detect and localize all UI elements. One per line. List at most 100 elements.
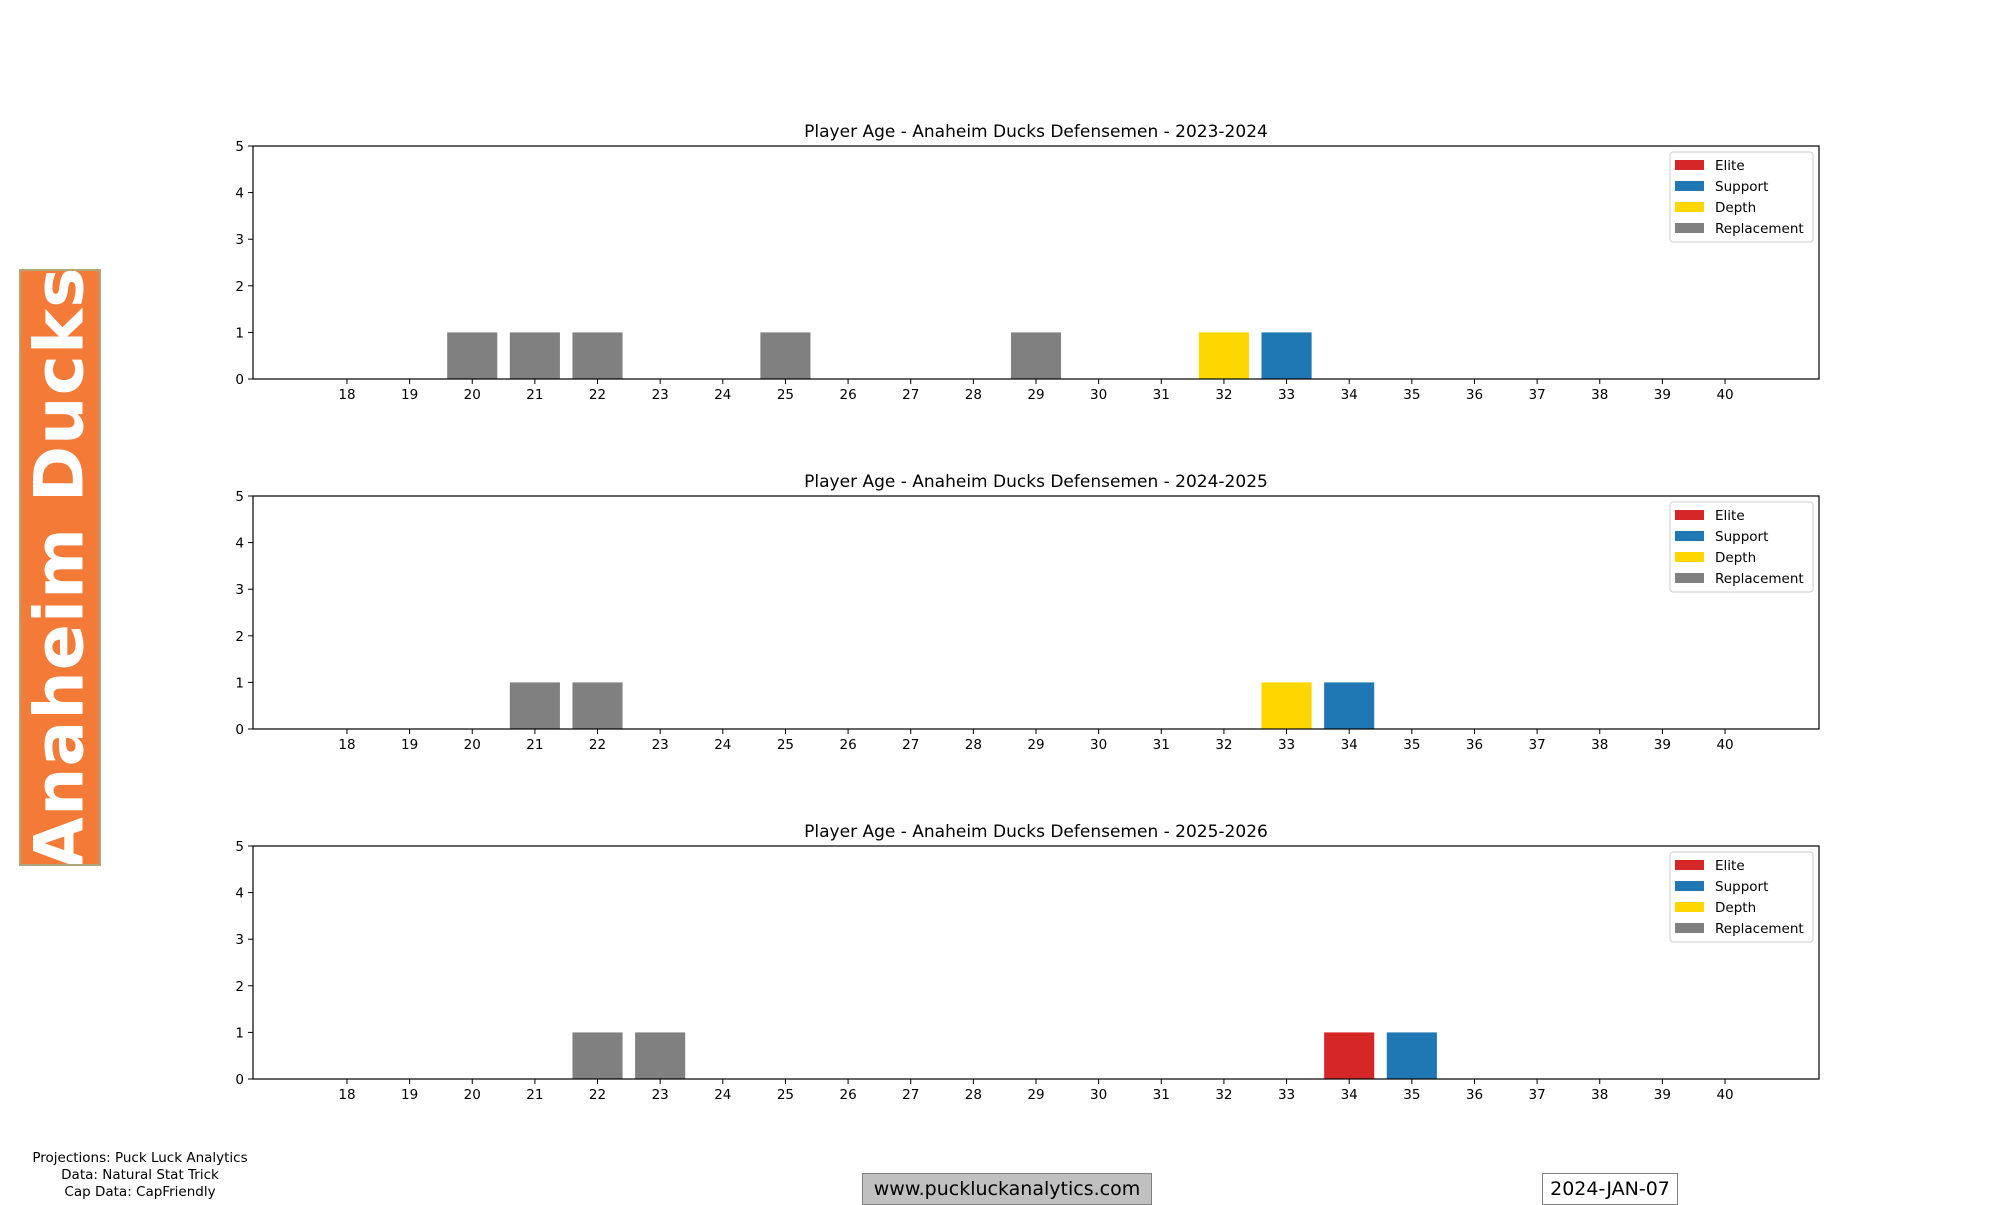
- chart-legend: Elite Support Depth Replacement: [1669, 851, 1814, 943]
- chart-title: Player Age - Anaheim Ducks Defensemen - …: [804, 822, 1268, 842]
- legend-swatch-elite: [1675, 860, 1704, 870]
- x-tick-label: 39: [1654, 737, 1671, 753]
- legend-label-elite: Elite: [1715, 158, 1745, 174]
- x-tick-label: 23: [652, 1087, 669, 1103]
- chart-legend: Elite Support Depth Replacement: [1669, 151, 1814, 243]
- legend-box: [1669, 501, 1814, 593]
- plot-frame: [252, 495, 1820, 730]
- x-tick-label: 18: [338, 737, 355, 753]
- chart-title: Player Age - Anaheim Ducks Defensemen - …: [804, 472, 1268, 492]
- legend-swatch-depth: [1675, 552, 1704, 562]
- x-tick-label: 19: [401, 737, 418, 753]
- chart-panel-1: Player Age - Anaheim Ducks Defensemen - …: [235, 122, 1820, 403]
- bar-age-25: [760, 332, 811, 379]
- bar-age-22: [572, 1032, 623, 1079]
- x-tick-label: 31: [1153, 387, 1170, 403]
- bar-age-20: [447, 332, 498, 379]
- legend-label-support: Support: [1715, 179, 1768, 195]
- x-tick-label: 30: [1090, 737, 1107, 753]
- y-tick-label: 4: [235, 886, 244, 902]
- y-tick-label: 3: [235, 932, 244, 948]
- x-tick-label: 24: [714, 1087, 731, 1103]
- y-tick-label: 5: [235, 839, 244, 855]
- legend-swatch-support: [1675, 881, 1704, 891]
- x-tick-label: 27: [902, 1087, 919, 1103]
- legend-label-elite: Elite: [1715, 508, 1745, 524]
- x-tick-label: 29: [1027, 387, 1044, 403]
- legend-swatch-support: [1675, 531, 1704, 541]
- legend-swatch-elite: [1675, 510, 1704, 520]
- x-tick-label: 38: [1591, 1087, 1608, 1103]
- legend-swatch-depth: [1675, 902, 1704, 912]
- x-tick-label: 28: [965, 737, 982, 753]
- x-tick-label: 37: [1529, 387, 1546, 403]
- x-tick-label: 31: [1153, 1087, 1170, 1103]
- bar-age-33: [1261, 332, 1312, 379]
- x-tick-label: 39: [1654, 387, 1671, 403]
- x-tick-label: 33: [1278, 1087, 1295, 1103]
- x-tick-label: 27: [902, 387, 919, 403]
- y-tick-label: 3: [235, 582, 244, 598]
- x-tick-label: 27: [902, 737, 919, 753]
- y-tick-label: 3: [235, 232, 244, 248]
- legend-swatch-replacement: [1675, 223, 1704, 233]
- y-tick-label: 0: [235, 1072, 244, 1088]
- credits-block: Projections: Puck Luck Analytics Data: N…: [20, 1150, 260, 1201]
- x-tick-label: 33: [1278, 737, 1295, 753]
- credit-cap-data: Cap Data: CapFriendly: [64, 1184, 216, 1200]
- website-link[interactable]: www.puckluckanalytics.com: [862, 1173, 1152, 1205]
- x-tick-label: 19: [401, 1087, 418, 1103]
- x-tick-label: 31: [1153, 737, 1170, 753]
- y-tick-label: 1: [235, 325, 244, 341]
- x-tick-label: 38: [1591, 387, 1608, 403]
- x-tick-label: 24: [714, 737, 731, 753]
- x-tick-label: 37: [1529, 737, 1546, 753]
- x-tick-label: 25: [777, 737, 794, 753]
- x-tick-label: 38: [1591, 737, 1608, 753]
- x-tick-label: 34: [1341, 1087, 1358, 1103]
- legend-label-support: Support: [1715, 879, 1768, 895]
- x-tick-label: 24: [714, 387, 731, 403]
- bar-age-29: [1010, 332, 1062, 379]
- x-tick-label: 20: [464, 387, 481, 403]
- bar-age-21: [509, 332, 560, 379]
- date-badge: 2024-JAN-07: [1542, 1173, 1678, 1205]
- x-tick-label: 26: [839, 737, 856, 753]
- x-tick-label: 26: [839, 1087, 856, 1103]
- x-tick-label: 35: [1403, 387, 1420, 403]
- bar-age-34: [1324, 1032, 1375, 1079]
- chart-panel-3: Player Age - Anaheim Ducks Defensemen - …: [235, 822, 1820, 1103]
- y-tick-label: 0: [235, 372, 244, 388]
- x-tick-label: 20: [464, 1087, 481, 1103]
- x-tick-label: 19: [401, 387, 418, 403]
- x-tick-label: 34: [1341, 387, 1358, 403]
- x-tick-label: 36: [1466, 737, 1483, 753]
- bar-age-32: [1198, 332, 1249, 379]
- bar-age-33: [1261, 682, 1312, 729]
- x-tick-label: 36: [1466, 1087, 1483, 1103]
- x-tick-label: 21: [526, 737, 543, 753]
- x-tick-label: 35: [1403, 1087, 1420, 1103]
- bar-age-35: [1386, 1032, 1437, 1079]
- legend-label-depth: Depth: [1715, 200, 1756, 216]
- team-banner: Anaheim Ducks: [19, 269, 101, 866]
- chart-panel-2: Player Age - Anaheim Ducks Defensemen - …: [235, 472, 1820, 753]
- x-tick-label: 40: [1716, 737, 1733, 753]
- y-tick-label: 4: [235, 186, 244, 202]
- x-tick-label: 34: [1341, 737, 1358, 753]
- y-tick-label: 1: [235, 1025, 244, 1041]
- bar-age-22: [572, 332, 623, 379]
- x-tick-label: 29: [1027, 737, 1044, 753]
- x-tick-label: 35: [1403, 737, 1420, 753]
- x-tick-label: 32: [1215, 737, 1232, 753]
- y-tick-label: 2: [235, 629, 244, 645]
- x-tick-label: 26: [839, 387, 856, 403]
- legend-label-elite: Elite: [1715, 858, 1745, 874]
- plot-frame: [252, 845, 1820, 1080]
- x-tick-label: 18: [338, 1087, 355, 1103]
- x-tick-label: 20: [464, 737, 481, 753]
- legend-box: [1669, 151, 1814, 243]
- legend-box: [1669, 851, 1814, 943]
- bar-age-23: [635, 1032, 686, 1079]
